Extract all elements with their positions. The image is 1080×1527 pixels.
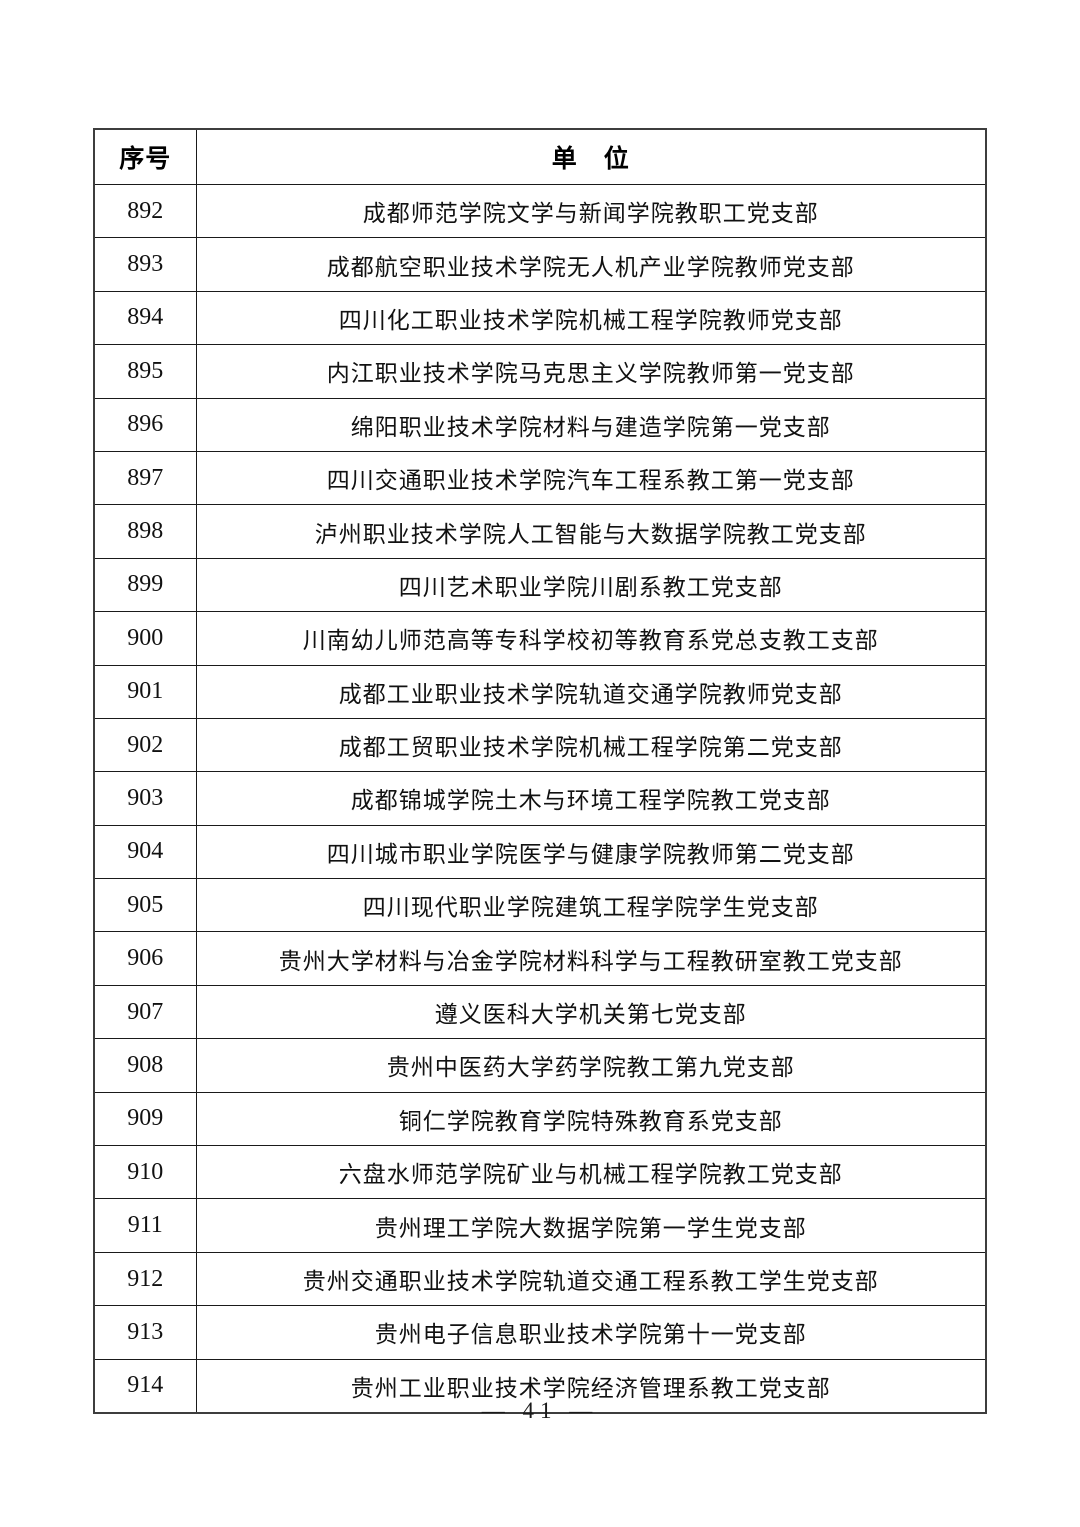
- unit-name-cell: 贵州电子信息职业技术学院第十一党支部: [195, 1305, 987, 1360]
- table-row: 897 四川交通职业技术学院汽车工程系教工第一党支部: [93, 450, 987, 506]
- unit-name-cell: 六盘水师范学院矿业与机械工程学院教工党支部: [195, 1145, 987, 1200]
- table-row: 912 贵州交通职业技术学院轨道交通工程系教工学生党支部: [93, 1251, 987, 1307]
- serial-number-cell: 894: [93, 290, 197, 346]
- table-row: 900 川南幼儿师范高等专科学校初等教育系党总支教工支部: [93, 611, 987, 666]
- table-row: 909 铜仁学院教育学院特殊教育系党支部: [93, 1091, 987, 1147]
- table-row: 899 四川艺术职业学院川剧系教工党支部: [93, 557, 987, 613]
- serial-number-cell: 914: [93, 1358, 197, 1414]
- column-header-unit: 单 位: [195, 128, 987, 185]
- serial-number-cell: 907: [93, 984, 197, 1040]
- serial-number-cell: 903: [93, 771, 197, 826]
- unit-name-cell: 成都工业职业技术学院轨道交通学院教师党支部: [195, 664, 987, 719]
- serial-number-cell: 895: [93, 344, 197, 399]
- unit-name-cell: 贵州工业职业技术学院经济管理系教工党支部: [195, 1358, 987, 1414]
- unit-name-cell: 贵州大学材料与冶金学院材料科学与工程教研室教工党支部: [195, 931, 987, 986]
- table-body: 892 成都师范学院文学与新闻学院教职工党支部 893 成都航空职业技术学院无人…: [93, 183, 987, 1414]
- table-row: 896 绵阳职业技术学院材料与建造学院第一党支部: [93, 397, 987, 452]
- table-row: 894 四川化工职业技术学院机械工程学院教师党支部: [93, 290, 987, 346]
- serial-number-cell: 892: [93, 183, 197, 239]
- unit-name-cell: 成都航空职业技术学院无人机产业学院教师党支部: [195, 237, 987, 292]
- serial-number-cell: 906: [93, 931, 197, 986]
- unit-name-cell: 泸州职业技术学院人工智能与大数据学院教工党支部: [195, 504, 987, 559]
- table-row: 913 贵州电子信息职业技术学院第十一党支部: [93, 1305, 987, 1360]
- serial-number-cell: 899: [93, 557, 197, 613]
- unit-name-cell: 铜仁学院教育学院特殊教育系党支部: [195, 1091, 987, 1147]
- serial-number-cell: 911: [93, 1198, 197, 1253]
- table-row: 910 六盘水师范学院矿业与机械工程学院教工党支部: [93, 1145, 987, 1200]
- unit-name-cell: 四川城市职业学院医学与健康学院教师第二党支部: [195, 824, 987, 880]
- unit-name-cell: 成都工贸职业技术学院机械工程学院第二党支部: [195, 717, 987, 773]
- table-row: 895 内江职业技术学院马克思主义学院教师第一党支部: [93, 344, 987, 399]
- table-row: 901 成都工业职业技术学院轨道交通学院教师党支部: [93, 664, 987, 719]
- table-row: 904 四川城市职业学院医学与健康学院教师第二党支部: [93, 824, 987, 880]
- unit-name-cell: 四川艺术职业学院川剧系教工党支部: [195, 557, 987, 613]
- serial-number-cell: 898: [93, 504, 197, 559]
- unit-name-cell: 内江职业技术学院马克思主义学院教师第一党支部: [195, 344, 987, 399]
- unit-name-cell: 四川化工职业技术学院机械工程学院教师党支部: [195, 290, 987, 346]
- serial-number-cell: 910: [93, 1145, 197, 1200]
- page-number: — 41 —: [481, 1398, 599, 1423]
- unit-name-cell: 贵州交通职业技术学院轨道交通工程系教工学生党支部: [195, 1251, 987, 1307]
- table-row: 893 成都航空职业技术学院无人机产业学院教师党支部: [93, 237, 987, 292]
- serial-number-cell: 904: [93, 824, 197, 880]
- unit-name-cell: 遵义医科大学机关第七党支部: [195, 984, 987, 1040]
- table-row: 914 贵州工业职业技术学院经济管理系教工党支部: [93, 1358, 987, 1414]
- serial-number-cell: 900: [93, 611, 197, 666]
- table-row: 905 四川现代职业学院建筑工程学院学生党支部: [93, 878, 987, 933]
- serial-number-cell: 893: [93, 237, 197, 292]
- table-header-row: 序号 单 位: [93, 128, 987, 185]
- unit-name-cell: 川南幼儿师范高等专科学校初等教育系党总支教工支部: [195, 611, 987, 666]
- table-row: 892 成都师范学院文学与新闻学院教职工党支部: [93, 183, 987, 239]
- serial-number-cell: 896: [93, 397, 197, 452]
- unit-roster-table: 序号 单 位 892 成都师范学院文学与新闻学院教职工党支部 893 成都航空职…: [93, 128, 987, 1414]
- serial-number-cell: 901: [93, 664, 197, 719]
- table-row: 907 遵义医科大学机关第七党支部: [93, 984, 987, 1040]
- table-row: 911 贵州理工学院大数据学院第一学生党支部: [93, 1198, 987, 1253]
- table-row: 898 泸州职业技术学院人工智能与大数据学院教工党支部: [93, 504, 987, 559]
- column-header-serial-number: 序号: [93, 128, 197, 185]
- serial-number-cell: 908: [93, 1038, 197, 1093]
- serial-number-cell: 909: [93, 1091, 197, 1147]
- serial-number-cell: 905: [93, 878, 197, 933]
- serial-number-cell: 913: [93, 1305, 197, 1360]
- unit-name-cell: 绵阳职业技术学院材料与建造学院第一党支部: [195, 397, 987, 452]
- serial-number-cell: 902: [93, 717, 197, 773]
- unit-name-cell: 成都锦城学院土木与环境工程学院教工党支部: [195, 771, 987, 826]
- serial-number-cell: 897: [93, 450, 197, 506]
- table-row: 902 成都工贸职业技术学院机械工程学院第二党支部: [93, 717, 987, 773]
- table-row: 908 贵州中医药大学药学院教工第九党支部: [93, 1038, 987, 1093]
- serial-number-cell: 912: [93, 1251, 197, 1307]
- unit-name-cell: 贵州中医药大学药学院教工第九党支部: [195, 1038, 987, 1093]
- table-row: 906 贵州大学材料与冶金学院材料科学与工程教研室教工党支部: [93, 931, 987, 986]
- unit-name-cell: 贵州理工学院大数据学院第一学生党支部: [195, 1198, 987, 1253]
- table-row: 903 成都锦城学院土木与环境工程学院教工党支部: [93, 771, 987, 826]
- unit-name-cell: 四川交通职业技术学院汽车工程系教工第一党支部: [195, 450, 987, 506]
- unit-name-cell: 四川现代职业学院建筑工程学院学生党支部: [195, 878, 987, 933]
- unit-name-cell: 成都师范学院文学与新闻学院教职工党支部: [195, 183, 987, 239]
